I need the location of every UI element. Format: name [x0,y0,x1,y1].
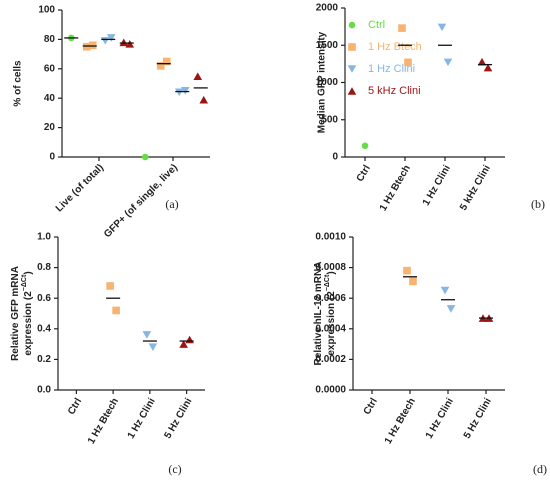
y-tick-label: 500 [321,114,338,125]
y-axis-label-sup: −ΔCt [21,274,28,291]
y-tick-label: 60 [44,63,56,74]
dot [361,142,369,150]
y-tick-label: 0.0006 [315,293,346,304]
panel-label: (a) [165,197,178,211]
panel-label: (d) [533,462,547,476]
panel-label: (b) [531,197,545,211]
dot [162,57,171,66]
x-tick-label: 1 Hz Btech [86,396,121,446]
y-tick-label: 1500 [316,40,339,51]
x-tick-label: Ctrl [66,396,84,417]
x-tick-label: 1 Hz Clini [421,163,453,208]
legend-label: Ctrl [368,19,385,31]
dot [106,34,116,42]
y-tick-label: 0.4 [37,323,51,334]
y-tick-label: 20 [44,122,56,133]
y-axis-label-line: Relative hIL-12 mRNA [313,262,324,366]
x-tick-label: Live (of total) [54,162,106,214]
dot [398,24,406,32]
x-tick-label: Ctrl [355,163,373,184]
x-tick-label: 1 Hz Btech [383,396,418,446]
dot [483,63,493,72]
legend-marker [348,43,356,51]
dot [82,42,91,51]
dot [106,282,114,290]
y-tick-label: 0.0000 [315,385,346,396]
y-axis-label: expression (2−ΔCt) [324,271,337,355]
dot [199,95,209,104]
dot [403,266,411,275]
y-tick-label: 40 [44,93,56,104]
y-tick-label: 2000 [316,3,339,14]
y-axis-label-line: expression (2 [326,291,337,356]
y-axis-label-end: ) [23,271,34,274]
legend-label: 5 kHz Clini [368,85,421,97]
y-tick-label: 0.0 [37,385,51,396]
y-tick-label: 0 [49,152,55,163]
y-axis-label: expression (2−ΔCt) [21,271,34,355]
x-tick-label: 1 Hz Clini [424,396,456,441]
y-axis-label: % of cells [13,60,24,107]
dot [443,58,453,67]
dot [141,153,149,161]
y-axis-label: Relative GFP mRNA [10,266,21,361]
dot [446,305,456,313]
dot [185,335,194,344]
x-tick-label: 1 Hz Clini [126,396,158,441]
y-tick-label: 80 [44,34,56,45]
dot [477,57,487,66]
dot [119,38,129,47]
dot [88,41,97,50]
dot [148,343,158,351]
legend-label: 1 Hz Btech [368,41,422,53]
dot [142,331,152,339]
dot [440,286,450,295]
y-axis-label-sup: −ΔCt [324,274,331,291]
dot [112,306,120,315]
y-tick-label: 0.0010 [315,232,346,243]
y-tick-label: 0.2 [37,354,51,365]
dot [100,37,110,45]
y-tick-label: 0 [332,152,338,163]
legend-marker [347,65,357,73]
dot [174,88,184,97]
x-tick-label: 5 Hz Clini [462,396,494,441]
x-tick-label: 5 kHz Clini [458,163,493,212]
y-axis-label-end: ) [326,271,337,274]
dot [180,87,190,95]
dot [125,40,135,48]
x-tick-label: Ctrl [362,396,380,417]
y-tick-label: 1.0 [37,232,51,243]
dot [404,58,412,67]
legend-marker [348,21,356,29]
dot [156,62,165,70]
y-tick-label: 0.0002 [315,354,346,365]
y-tick-label: 0.6 [37,293,51,304]
y-tick-label: 100 [38,5,55,16]
y-axis-label: Median GFP intensity [317,31,328,133]
y-tick-label: 0.0004 [315,323,346,334]
x-tick-label: 1 Hz Btech [378,163,413,213]
y-axis-label: Relative hIL-12 mRNA [313,262,324,366]
y-axis-label-line: expression (2 [23,291,34,356]
panel-label: (c) [168,462,181,476]
dot [409,277,417,286]
x-tick-label: 5 Hz Clini [162,396,194,441]
y-tick-label: 0.0008 [315,262,346,273]
dot [437,23,447,32]
legend-marker [347,87,357,95]
dot [193,72,203,80]
y-axis-label-line: Relative GFP mRNA [10,266,21,361]
legend-label: 1 Hz Clini [368,63,415,75]
y-tick-label: 1000 [316,77,339,88]
dot [179,340,188,348]
y-tick-label: 0.8 [37,262,51,273]
